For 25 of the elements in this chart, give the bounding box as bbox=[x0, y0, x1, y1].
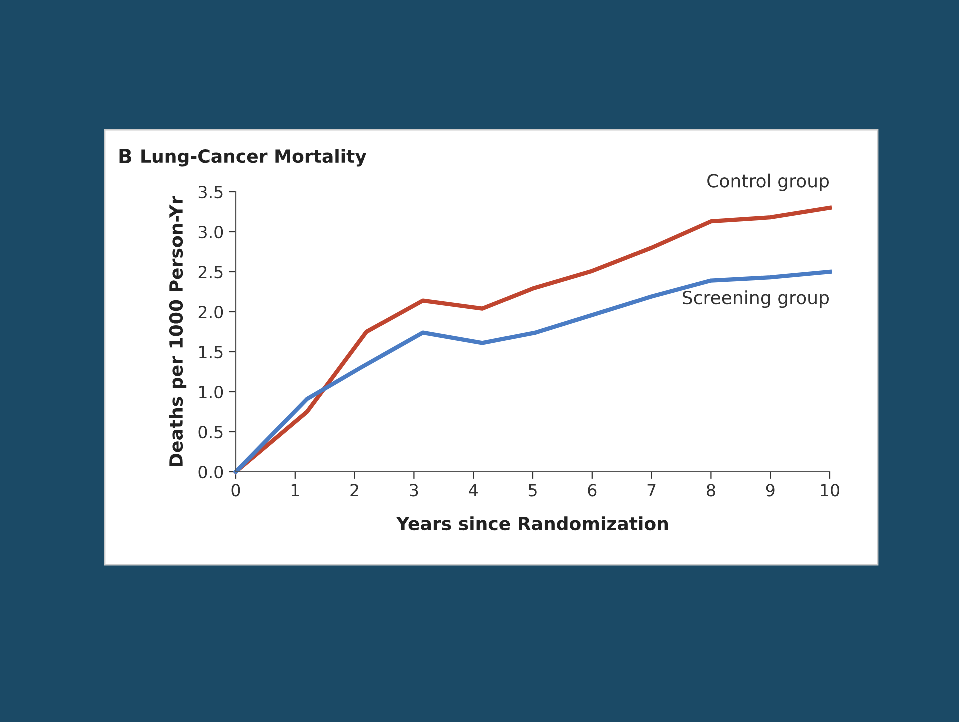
series-label: Screening group bbox=[683, 290, 830, 308]
y-tick-label: 0.5 bbox=[198, 426, 223, 439]
y-tick-label: 2.0 bbox=[198, 306, 224, 319]
x-tick-label: 7 bbox=[648, 484, 656, 496]
y-tick-label: 3.0 bbox=[198, 226, 224, 239]
x-tick-label: 10 bbox=[821, 484, 840, 497]
x-tick-label: 9 bbox=[766, 484, 775, 497]
x-tick-label: 5 bbox=[528, 484, 537, 497]
x-tick-label: 4 bbox=[469, 484, 478, 496]
y-tick-label: 1.5 bbox=[200, 346, 223, 359]
y-tick-label: 0.0 bbox=[198, 466, 224, 479]
y-tick-label: 1.0 bbox=[200, 386, 224, 399]
y-tick-label: 3.5 bbox=[198, 186, 223, 199]
y-axis-title: Deaths per 1000 Person-Yr bbox=[169, 196, 187, 466]
x-tick-label: 3 bbox=[410, 484, 418, 497]
y-tick-label: 2.5 bbox=[198, 266, 223, 279]
x-tick-label: 0 bbox=[232, 484, 240, 497]
x-tick-label: 1 bbox=[292, 484, 300, 496]
chart-title: Lung-Cancer Mortality bbox=[142, 149, 367, 167]
text: B bbox=[120, 149, 132, 164]
series-label: Control group bbox=[708, 174, 830, 192]
x-tick-label: 6 bbox=[588, 484, 597, 497]
x-axis-title: Years since Randomization bbox=[396, 516, 668, 531]
x-tick-label: 8 bbox=[707, 484, 716, 497]
x-tick-label: 2 bbox=[350, 484, 358, 496]
